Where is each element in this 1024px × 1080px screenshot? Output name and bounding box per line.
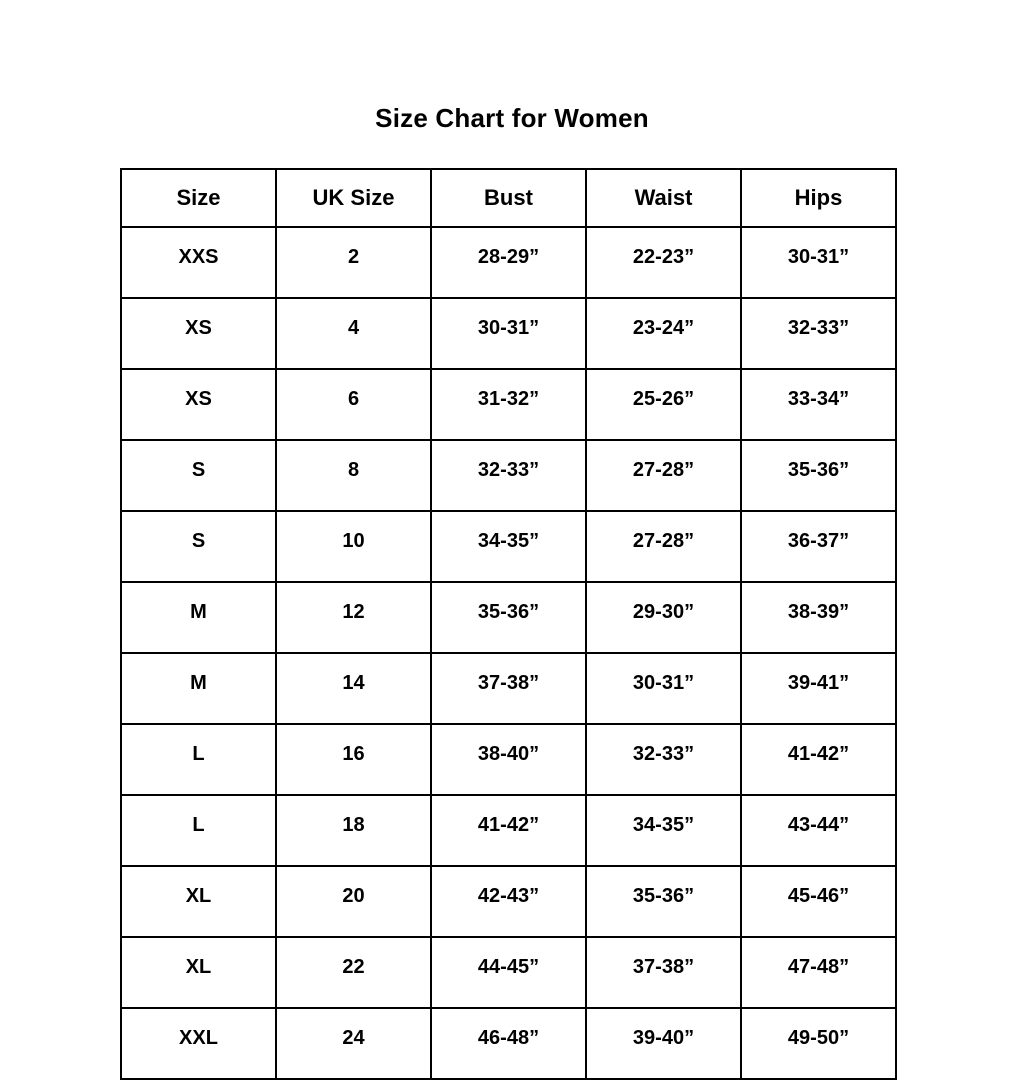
table-cell: 41-42” <box>740 723 897 796</box>
table-cell: 32-33” <box>430 439 587 512</box>
table-row: S 10 34-35” 27-28” 36-37” <box>120 510 897 583</box>
table-row: XXS 2 28-29” 22-23” 30-31” <box>120 226 897 299</box>
table-cell: 27-28” <box>585 439 742 512</box>
table-cell: XS <box>120 297 277 370</box>
table-cell: 28-29” <box>430 226 587 299</box>
table-cell: 36-37” <box>740 510 897 583</box>
table-cell: 44-45” <box>430 936 587 1009</box>
table-cell: 41-42” <box>430 794 587 867</box>
table-cell: 35-36” <box>585 865 742 938</box>
page-title: Size Chart for Women <box>375 103 649 133</box>
table-row: L 16 38-40” 32-33” 41-42” <box>120 723 897 796</box>
column-header-hips: Hips <box>740 168 897 228</box>
table-cell: 47-48” <box>740 936 897 1009</box>
table-cell: 43-44” <box>740 794 897 867</box>
column-header-bust: Bust <box>430 168 587 228</box>
table-cell: S <box>120 439 277 512</box>
column-header-uk-size: UK Size <box>275 168 432 228</box>
table-cell: 32-33” <box>740 297 897 370</box>
table-cell: 22 <box>275 936 432 1009</box>
table-cell: 38-40” <box>430 723 587 796</box>
table-cell: 6 <box>275 368 432 441</box>
table-cell: XS <box>120 368 277 441</box>
table-cell: 23-24” <box>585 297 742 370</box>
table-cell: M <box>120 652 277 725</box>
table-cell: 8 <box>275 439 432 512</box>
table-cell: 10 <box>275 510 432 583</box>
table-cell: 30-31” <box>585 652 742 725</box>
table-body: XXS 2 28-29” 22-23” 30-31” XS 4 30-31” 23-24” 32-… <box>120 226 897 1080</box>
table-cell: 46-48” <box>430 1007 587 1080</box>
table-cell: XL <box>120 936 277 1009</box>
table-cell: 34-35” <box>430 510 587 583</box>
table-cell: 30-31” <box>740 226 897 299</box>
table-cell: L <box>120 723 277 796</box>
table-cell: 42-43” <box>430 865 587 938</box>
table-cell: 16 <box>275 723 432 796</box>
table-header-row: Size UK Size Bust Waist Hips <box>120 168 897 228</box>
table-row: M 14 37-38” 30-31” 39-41” <box>120 652 897 725</box>
table-cell: 37-38” <box>585 936 742 1009</box>
table-row: S 8 32-33” 27-28” 35-36” <box>120 439 897 512</box>
table-cell: XL <box>120 865 277 938</box>
table-cell: 24 <box>275 1007 432 1080</box>
table-cell: 33-34” <box>740 368 897 441</box>
table-cell: 32-33” <box>585 723 742 796</box>
table-cell: 35-36” <box>430 581 587 654</box>
table-row: M 12 35-36” 29-30” 38-39” <box>120 581 897 654</box>
table-cell: 14 <box>275 652 432 725</box>
table-cell: XXL <box>120 1007 277 1080</box>
table-cell: 18 <box>275 794 432 867</box>
table-cell: 2 <box>275 226 432 299</box>
table-cell: 31-32” <box>430 368 587 441</box>
table-cell: 45-46” <box>740 865 897 938</box>
table-cell: 34-35” <box>585 794 742 867</box>
table-cell: 12 <box>275 581 432 654</box>
table-row: XL 22 44-45” 37-38” 47-48” <box>120 936 897 1009</box>
table-cell: M <box>120 581 277 654</box>
table-cell: 22-23” <box>585 226 742 299</box>
table-cell: 39-41” <box>740 652 897 725</box>
table-cell: 4 <box>275 297 432 370</box>
table-cell: 20 <box>275 865 432 938</box>
table-row: L 18 41-42” 34-35” 43-44” <box>120 794 897 867</box>
size-chart-table: Size UK Size Bust Waist Hips XXS 2 28-29” 22-23… <box>120 168 897 1080</box>
table-row: XL 20 42-43” 35-36” 45-46” <box>120 865 897 938</box>
table-cell: 37-38” <box>430 652 587 725</box>
table-cell: 29-30” <box>585 581 742 654</box>
table-cell: 35-36” <box>740 439 897 512</box>
table-cell: 49-50” <box>740 1007 897 1080</box>
table-cell: 38-39” <box>740 581 897 654</box>
table-cell: 39-40” <box>585 1007 742 1080</box>
column-header-size: Size <box>120 168 277 228</box>
table-cell: 27-28” <box>585 510 742 583</box>
table-cell: S <box>120 510 277 583</box>
table-row: XS 6 31-32” 25-26” 33-34” <box>120 368 897 441</box>
table-row: XXL 24 46-48” 39-40” 49-50” <box>120 1007 897 1080</box>
table-row: XS 4 30-31” 23-24” 32-33” <box>120 297 897 370</box>
table-cell: 30-31” <box>430 297 587 370</box>
column-header-waist: Waist <box>585 168 742 228</box>
table-cell: 25-26” <box>585 368 742 441</box>
table-cell: L <box>120 794 277 867</box>
table-cell: XXS <box>120 226 277 299</box>
